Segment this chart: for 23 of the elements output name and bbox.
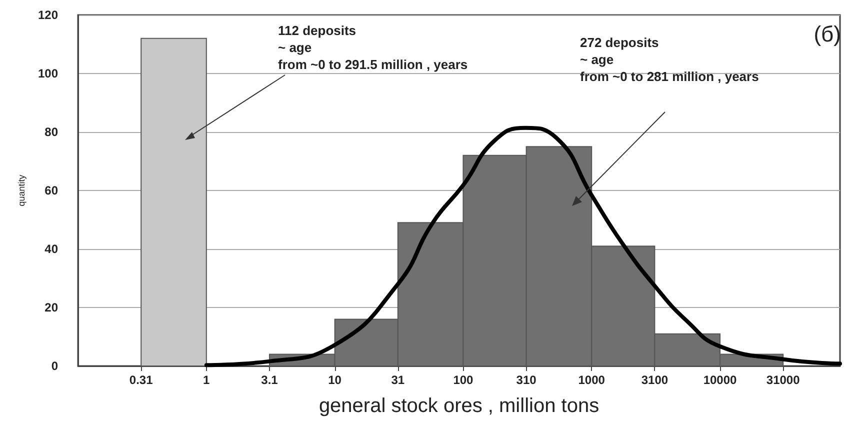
y-tick-label: 20: [44, 300, 58, 314]
x-tick-label: 1000: [578, 373, 606, 387]
x-tick-label: 31: [391, 373, 405, 387]
y-axis-title: quantity: [16, 174, 26, 206]
x-tick-label: 10: [328, 373, 342, 387]
x-tick-label: 3100: [641, 373, 668, 387]
annotation: 112 deposits ~ age from ~0 to 291.5 million , years: [278, 23, 468, 72]
x-tick-label: 100: [453, 373, 474, 387]
x-tick-label: 3.1: [261, 373, 278, 387]
x-tick-label: 10000: [703, 373, 738, 387]
y-tick-label: 100: [38, 66, 58, 80]
x-tick-label: 1: [203, 373, 210, 387]
y-tick-label: 60: [44, 184, 58, 198]
x-tick-label: 0.31: [129, 373, 154, 387]
x-axis-title: general stock ores , million tons: [318, 395, 600, 417]
y-tick-label: 0: [51, 359, 58, 373]
annotation: 272 deposits ~ age from ~0 to 281 million , years: [580, 35, 759, 84]
x-tick-label: 31000: [766, 373, 800, 387]
y-tick-label: 40: [44, 242, 58, 256]
x-tick-label: 310: [516, 373, 537, 387]
y-tick-label: 80: [44, 125, 58, 139]
annotation: (б): [814, 22, 841, 46]
y-tick-label: 120: [38, 8, 58, 22]
